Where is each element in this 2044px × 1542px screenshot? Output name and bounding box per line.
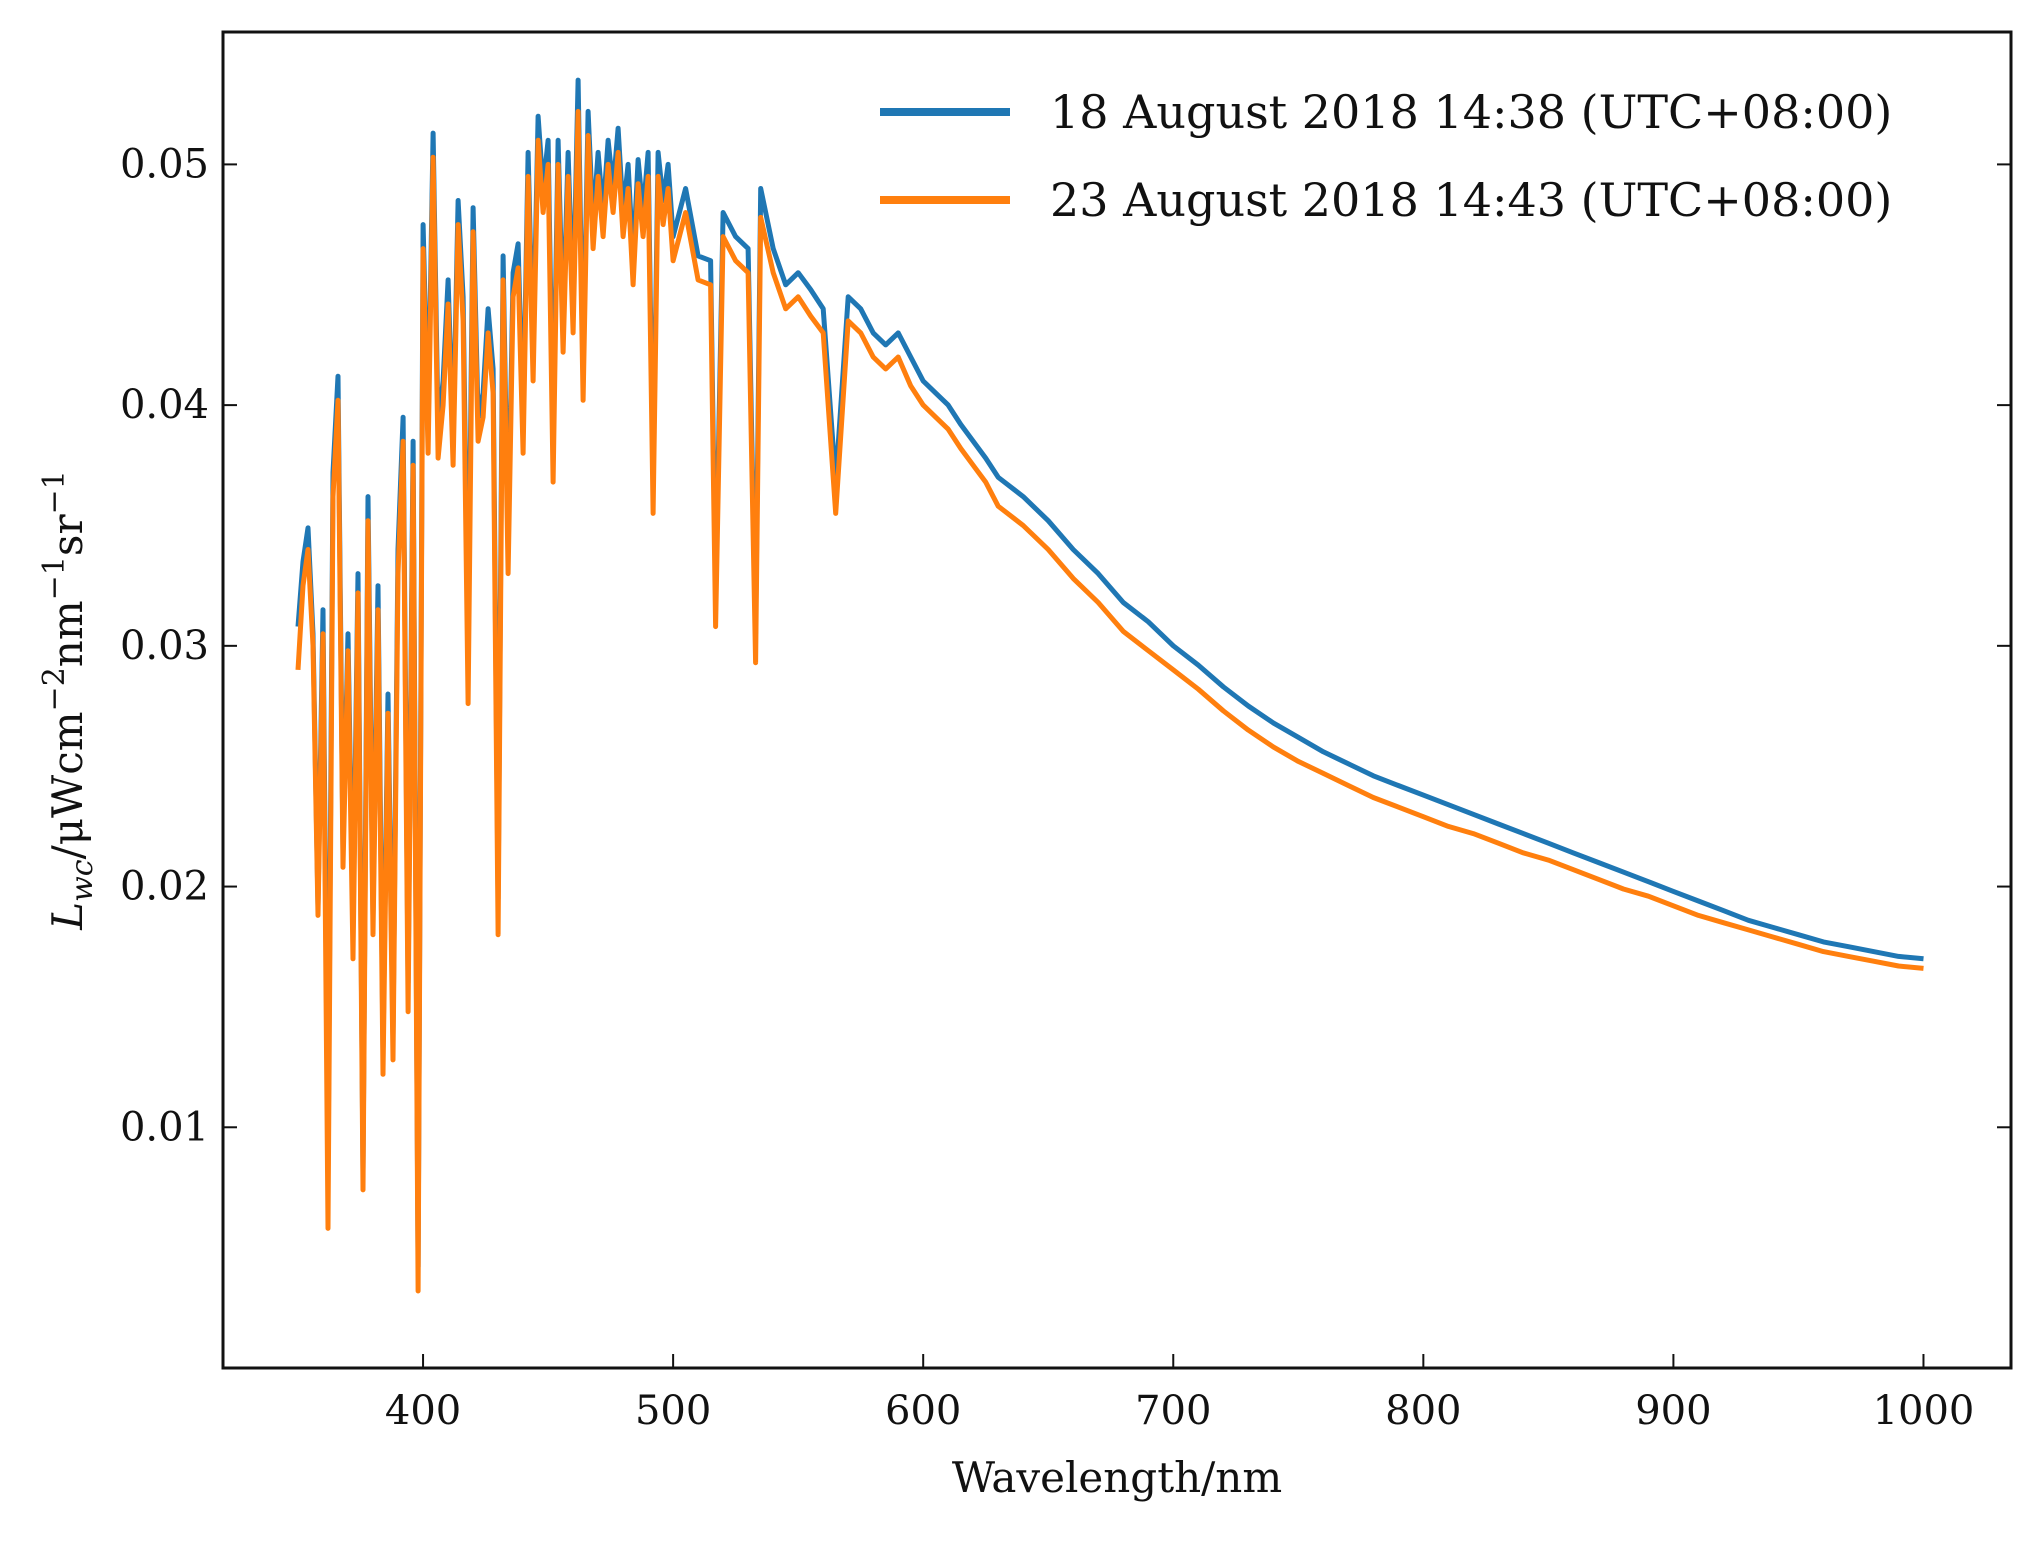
plot-area: [295, 77, 1924, 1294]
legend: 18 August 2018 14:38 (UTC+08:00) 23 Augu…: [880, 85, 1892, 227]
x-tick-label: 900: [1635, 1388, 1711, 1434]
x-tick-label: 600: [885, 1388, 961, 1434]
y-tick-label: 0.05: [120, 141, 209, 187]
y-tick-label: 0.03: [120, 623, 209, 669]
series-line-2: [295, 108, 1924, 1294]
plot-frame: [221, 30, 2013, 1370]
y-tick-label: 0.02: [120, 864, 209, 910]
x-tick-label: 400: [385, 1388, 461, 1434]
x-axis-title: Wavelength/nm: [952, 1453, 1282, 1502]
series-line-1: [295, 77, 1924, 1270]
y-axis: 0.01 0.02 0.03 0.04 0.05: [120, 141, 2011, 1150]
legend-label-series-2: 23 August 2018 14:43 (UTC+08:00): [1050, 173, 1892, 227]
y-axis-title: Lwc/μWcm−2nm−1sr−1: [37, 470, 100, 931]
x-tick-label: 700: [1135, 1388, 1211, 1434]
y-tick-label: 0.01: [120, 1104, 209, 1150]
x-tick-label: 800: [1385, 1388, 1461, 1434]
legend-label-series-1: 18 August 2018 14:38 (UTC+08:00): [1050, 85, 1892, 139]
x-axis: 400 500 600 700 800 900 1000: [385, 1354, 1974, 1434]
y-tick-label: 0.04: [120, 382, 209, 428]
x-tick-label: 1000: [1873, 1388, 1975, 1434]
x-tick-label: 500: [635, 1388, 711, 1434]
